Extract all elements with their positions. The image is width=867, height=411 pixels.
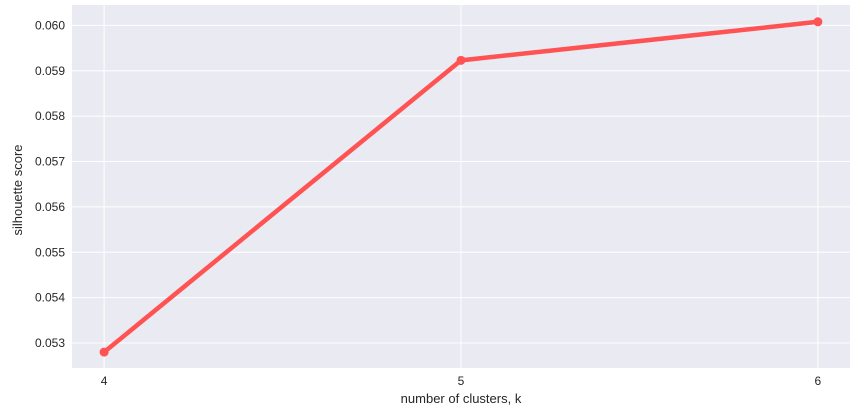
y-tick-label: 0.060: [35, 18, 65, 32]
y-tick-label: 0.056: [35, 200, 65, 214]
data-point: [99, 347, 109, 357]
data-point: [456, 55, 466, 65]
y-tick-labels: 0.053 0.054 0.055 0.056 0.057 0.058 0.059 0.060: [35, 18, 65, 350]
series-group: [99, 17, 823, 357]
y-tick-label: 0.054: [35, 291, 65, 305]
x-tick-label: 5: [458, 374, 465, 388]
x-tick-label: 6: [815, 374, 822, 388]
y-tick-label: 0.058: [35, 109, 65, 123]
x-tick-label: 4: [101, 374, 108, 388]
y-tick-label: 0.059: [35, 64, 65, 78]
x-grid-lines: [103, 5, 819, 368]
y-tick-label: 0.057: [35, 155, 65, 169]
y-tick-label: 0.055: [35, 245, 65, 259]
y-axis-title: silhouette score: [10, 144, 25, 235]
x-tick-labels: 4 5 6: [101, 374, 822, 388]
y-tick-label: 0.053: [35, 336, 65, 350]
data-point: [813, 17, 823, 27]
x-axis-title: number of clusters, k: [401, 391, 522, 406]
